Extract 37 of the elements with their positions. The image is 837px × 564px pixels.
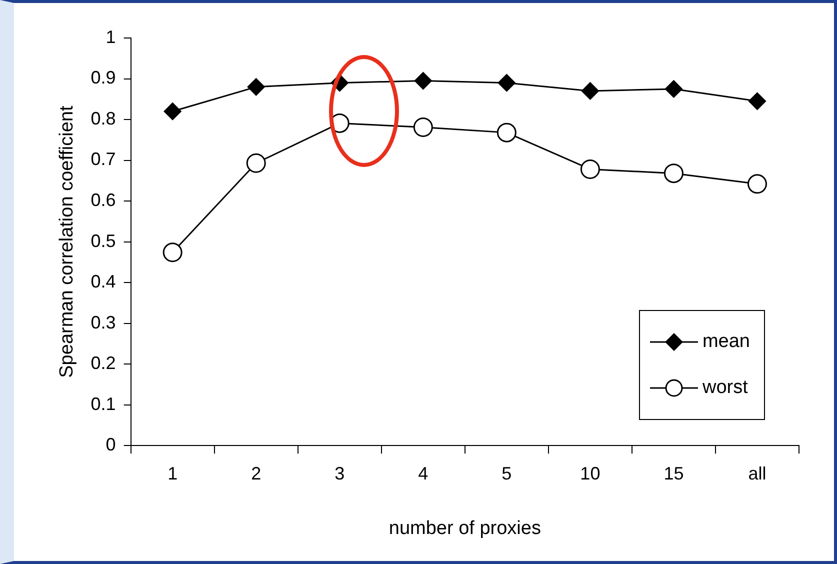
y-tick-label: 0.2 — [90, 353, 116, 374]
point — [498, 74, 516, 92]
x-tick-label: 3 — [334, 463, 345, 484]
x-tick-label: all — [748, 463, 766, 484]
point — [496, 122, 516, 142]
point — [413, 118, 433, 138]
x-tick-label: 2 — [251, 463, 262, 484]
y-tick-label: 0.1 — [90, 394, 116, 414]
y-tick-label: 0.9 — [90, 68, 116, 88]
point — [164, 102, 182, 120]
point — [747, 174, 767, 194]
x-tick-label: 5 — [502, 463, 512, 484]
y-tick-label: 0.8 — [90, 108, 116, 128]
x-tick-label: 1 — [168, 463, 178, 484]
legend-label: worst — [702, 377, 748, 399]
x-tick-label: 15 — [664, 463, 684, 484]
y-tick-label: 0.4 — [90, 272, 116, 292]
x-axis-title: number of proxies — [388, 518, 541, 539]
point — [664, 164, 684, 184]
y-tick-label: 0.6 — [90, 190, 116, 210]
y-tick-label: 0 — [106, 434, 116, 455]
y-tick-label: 0.5 — [90, 230, 116, 251]
y-tick-label: 0.3 — [90, 312, 116, 332]
point — [580, 159, 600, 179]
point — [748, 92, 766, 110]
x-tick-label: 10 — [580, 463, 600, 484]
point — [162, 242, 182, 262]
y-axis-title: Spearman correlation coefficient — [56, 105, 78, 378]
point — [247, 78, 265, 96]
y-tick-label: 0.7 — [90, 149, 116, 170]
point — [581, 82, 599, 100]
legend-label: mean — [702, 331, 750, 353]
point — [414, 72, 432, 90]
point — [246, 153, 266, 173]
x-tick-label: 4 — [418, 463, 428, 484]
point — [664, 80, 682, 98]
y-tick-label: 1 — [106, 26, 116, 47]
